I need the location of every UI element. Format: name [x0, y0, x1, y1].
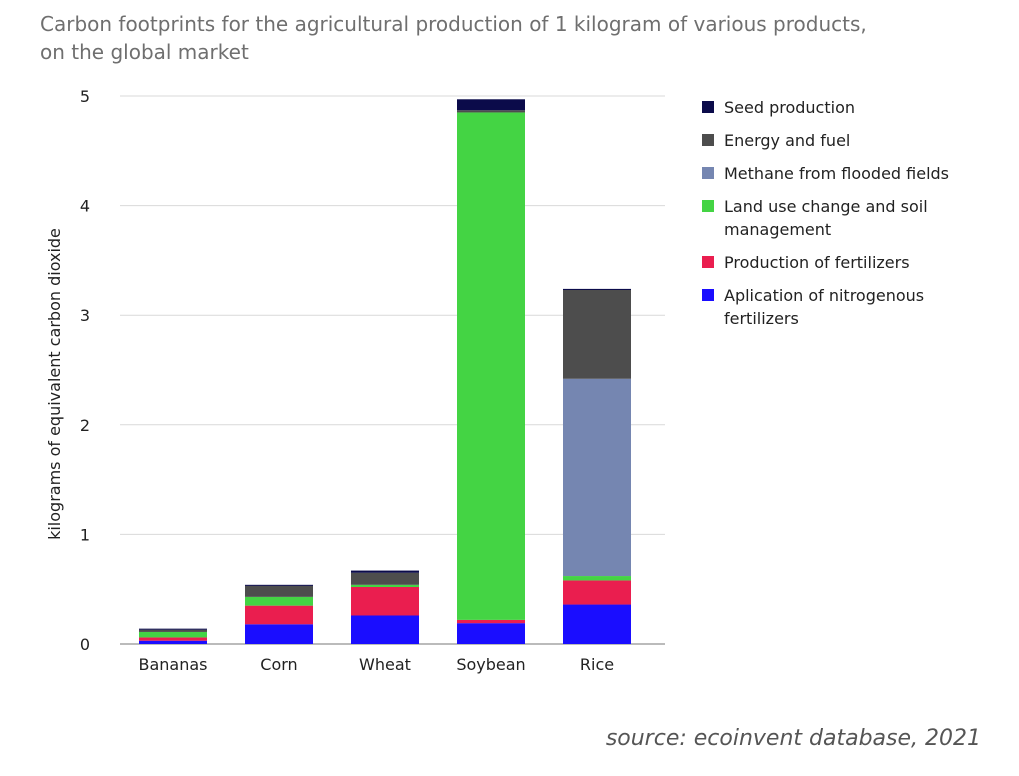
- bar-segment: [563, 289, 631, 379]
- y-tick-label: 0: [80, 635, 90, 654]
- bar-segment: [245, 596, 313, 606]
- legend-swatch: [702, 167, 714, 179]
- y-tick-label: 1: [80, 525, 90, 544]
- x-tick-label: Corn: [260, 655, 297, 674]
- legend-label: Methane from flooded fields: [724, 164, 950, 183]
- bar-segment: [351, 570, 419, 573]
- bar-segment: [563, 288, 631, 290]
- legend-item: Methane from flooded fields: [702, 162, 1002, 185]
- bar-segment: [351, 572, 419, 585]
- y-tick-label: 2: [80, 416, 90, 435]
- bar-segment: [139, 637, 207, 641]
- bar-segment: [563, 604, 631, 644]
- source-note: source: ecoinvent database, 2021: [605, 726, 981, 751]
- legend-swatch: [702, 289, 714, 301]
- bar-segment: [457, 619, 525, 624]
- y-tick-label: 3: [80, 306, 90, 325]
- bar-segment: [351, 587, 419, 616]
- chart-title-line-2: on the global market: [40, 40, 249, 64]
- legend-item: Production of fertilizers: [702, 251, 1002, 274]
- x-tick-label: Soybean: [456, 655, 525, 674]
- legend-swatch: [702, 256, 714, 268]
- legend-item: Land use change and soil management: [702, 195, 1002, 241]
- x-tick-label: Wheat: [359, 655, 411, 674]
- x-tick-label: Bananas: [138, 655, 207, 674]
- bar-segment: [563, 378, 631, 577]
- chart-legend: Seed production Energy and fuel Methane fr…: [702, 96, 1002, 340]
- bar-segment: [457, 99, 525, 111]
- bar-segment: [139, 629, 207, 632]
- bar-segment: [351, 584, 419, 588]
- bar-segment: [245, 624, 313, 644]
- bar-segment: [139, 631, 207, 638]
- legend-swatch: [702, 101, 714, 113]
- bar-segment: [563, 576, 631, 581]
- y-tick-label: 5: [80, 87, 90, 106]
- chart-title: Carbon footprints for the agricultural p…: [40, 10, 980, 66]
- legend-label: Energy and fuel: [724, 131, 851, 150]
- bar-segment: [457, 110, 525, 113]
- legend-label: Seed production: [724, 98, 855, 117]
- bar-segment: [351, 615, 419, 644]
- bar-segment: [457, 623, 525, 644]
- bar-segment: [139, 640, 207, 644]
- bar-segment: [457, 112, 525, 620]
- legend-label: Land use change and soil management: [724, 197, 928, 239]
- y-tick-label: 4: [80, 197, 90, 216]
- legend-swatch: [702, 134, 714, 146]
- chart-title-line-1: Carbon footprints for the agricultural p…: [40, 12, 867, 36]
- legend-item: Seed production: [702, 96, 1002, 119]
- legend-label: Production of fertilizers: [724, 253, 910, 272]
- legend-item: Aplication of nitrogenous fertilizers: [702, 284, 1002, 330]
- bar-segment: [139, 628, 207, 630]
- legend-swatch: [702, 200, 714, 212]
- bar-segment: [245, 605, 313, 625]
- bar-segment: [563, 580, 631, 605]
- bar-segment: [245, 584, 313, 586]
- x-tick-label: Rice: [580, 655, 614, 674]
- legend-label: Aplication of nitrogenous fertilizers: [724, 286, 925, 328]
- bar-segment: [245, 585, 313, 597]
- y-axis-label: kilograms of equivalent carbon dioxide: [45, 228, 64, 540]
- legend-item: Energy and fuel: [702, 129, 1002, 152]
